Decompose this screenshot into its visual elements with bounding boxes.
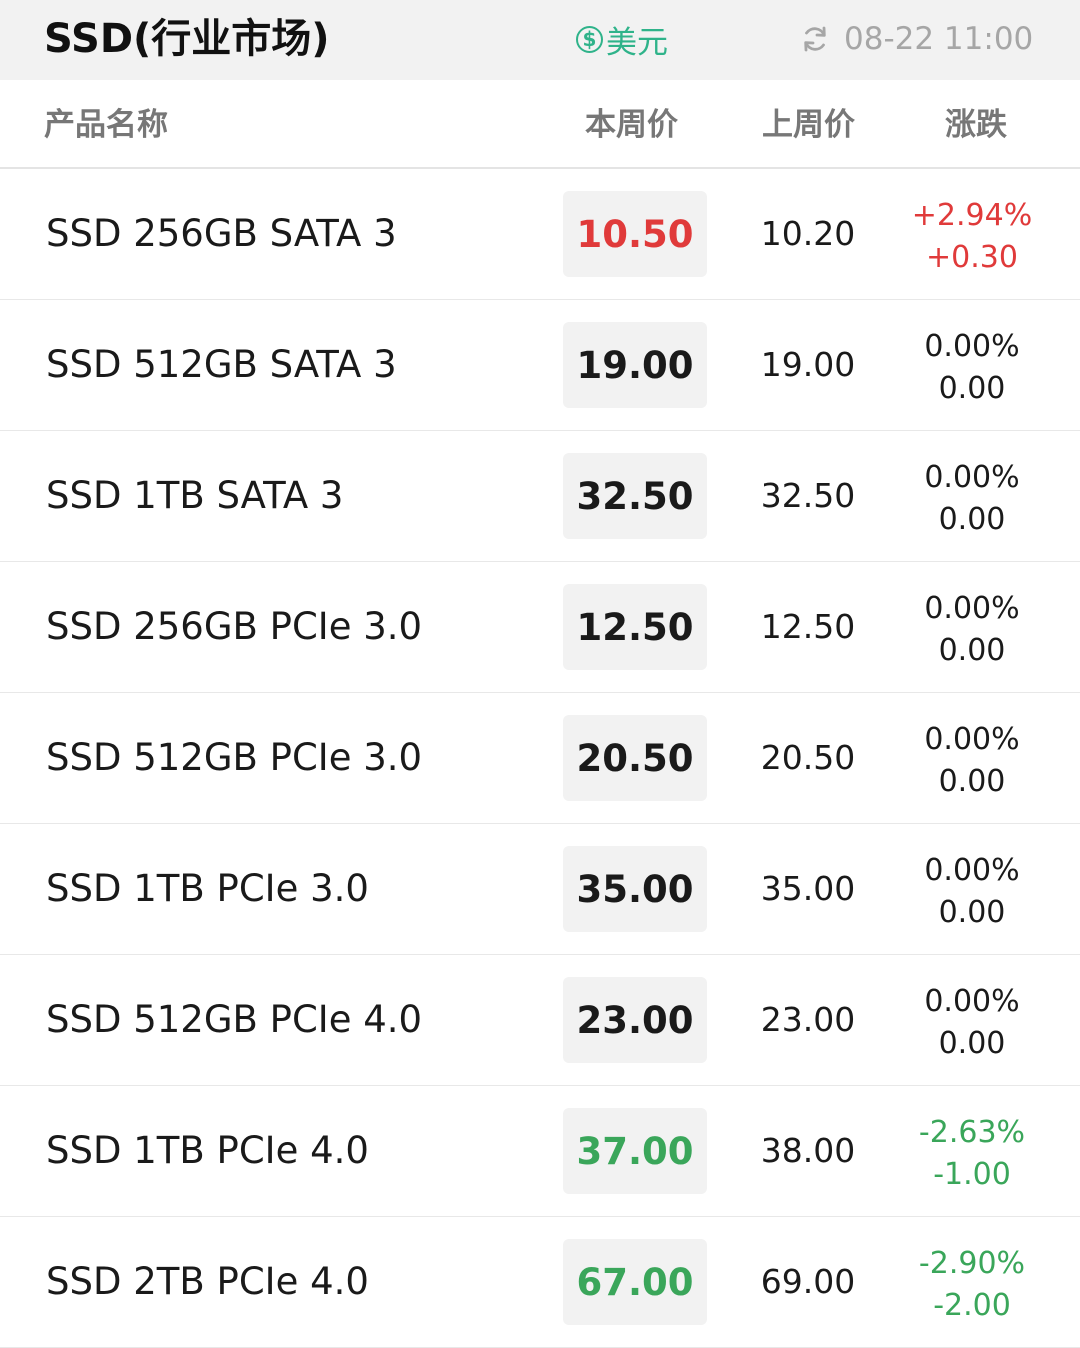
product-name: SSD 512GB PCIe 3.0 xyxy=(46,736,423,779)
refresh-button[interactable]: 08-22 11:00 xyxy=(800,18,1033,60)
top-bar: SSD(行业市场) $ 美元 08-22 11:00 xyxy=(0,0,1080,80)
update-time: 08-22 11:00 xyxy=(844,21,1034,57)
refresh-icon xyxy=(804,26,826,52)
last-price: 23.00 xyxy=(760,1000,856,1039)
product-name: SSD 2TB PCIe 4.0 xyxy=(46,1260,369,1303)
change-percent: +2.94% xyxy=(911,198,1033,233)
column-header-current[interactable]: 本周价 xyxy=(585,107,678,143)
price-change: 0.00% 0.00 xyxy=(872,981,1072,1065)
table-row[interactable]: SSD 512GB PCIe 4.0 23.00 23.00 0.00% 0.0… xyxy=(0,955,1080,1086)
product-name: SSD 256GB SATA 3 xyxy=(46,212,397,255)
price-change: +2.94% +0.30 xyxy=(872,195,1072,279)
column-header-change[interactable]: 涨跌 xyxy=(945,107,1007,143)
table-row[interactable]: SSD 2TB PCIe 4.0 67.00 69.00 -2.90% -2.0… xyxy=(0,1217,1080,1348)
change-amount: -1.00 xyxy=(933,1157,1011,1192)
change-amount: 0.00 xyxy=(938,502,1006,537)
change-amount: 0.00 xyxy=(938,371,1006,406)
last-price: 12.50 xyxy=(760,607,856,646)
page-title: SSD(行业市场) xyxy=(44,16,330,62)
current-price: 10.50 xyxy=(563,191,707,277)
price-table: SSD 256GB SATA 3 10.50 10.20 +2.94% +0.3… xyxy=(0,169,1080,1348)
change-percent: 0.00% xyxy=(924,984,1020,1019)
price-change: -2.90% -2.00 xyxy=(872,1243,1072,1327)
table-row[interactable]: SSD 1TB SATA 3 32.50 32.50 0.00% 0.00 xyxy=(0,431,1080,562)
current-price: 35.00 xyxy=(563,846,707,932)
current-price: 20.50 xyxy=(563,715,707,801)
table-row[interactable]: SSD 512GB SATA 3 19.00 19.00 0.00% 0.00 xyxy=(0,300,1080,431)
product-name: SSD 256GB PCIe 3.0 xyxy=(46,605,423,648)
price-change: 0.00% 0.00 xyxy=(872,326,1072,410)
table-row[interactable]: SSD 256GB SATA 3 10.50 10.20 +2.94% +0.3… xyxy=(0,169,1080,300)
last-price: 10.20 xyxy=(760,214,856,253)
column-header-name[interactable]: 产品名称 xyxy=(44,107,168,143)
current-price: 37.00 xyxy=(563,1108,707,1194)
current-price: 12.50 xyxy=(563,584,707,670)
product-name: SSD 512GB SATA 3 xyxy=(46,343,397,386)
product-name: SSD 512GB PCIe 4.0 xyxy=(46,998,423,1041)
current-price: 23.00 xyxy=(563,977,707,1063)
price-change: 0.00% 0.00 xyxy=(872,719,1072,803)
change-amount: 0.00 xyxy=(938,1026,1006,1061)
last-price: 19.00 xyxy=(760,345,856,384)
price-change: 0.00% 0.00 xyxy=(872,588,1072,672)
change-amount: 0.00 xyxy=(938,633,1006,668)
change-percent: 0.00% xyxy=(924,591,1020,626)
table-header: 产品名称 本周价 上周价 涨跌 xyxy=(0,80,1080,169)
table-row[interactable]: SSD 256GB PCIe 3.0 12.50 12.50 0.00% 0.0… xyxy=(0,562,1080,693)
dollar-coin-icon: $ xyxy=(576,25,603,53)
change-amount: 0.00 xyxy=(938,895,1006,930)
current-price: 67.00 xyxy=(563,1239,707,1325)
currency-toggle[interactable]: $ 美元 xyxy=(576,18,668,61)
product-name: SSD 1TB PCIe 3.0 xyxy=(46,867,369,910)
change-percent: -2.90% xyxy=(918,1246,1026,1281)
last-price: 69.00 xyxy=(760,1262,856,1301)
change-amount: 0.00 xyxy=(938,764,1006,799)
change-amount: +0.30 xyxy=(926,240,1018,275)
price-change: 0.00% 0.00 xyxy=(872,850,1072,934)
table-row[interactable]: SSD 1TB PCIe 4.0 37.00 38.00 -2.63% -1.0… xyxy=(0,1086,1080,1217)
change-percent: 0.00% xyxy=(924,460,1020,495)
current-price: 19.00 xyxy=(563,322,707,408)
last-price: 35.00 xyxy=(760,869,856,908)
last-price: 32.50 xyxy=(760,476,856,515)
current-price: 32.50 xyxy=(563,453,707,539)
product-name: SSD 1TB SATA 3 xyxy=(46,474,344,517)
change-percent: 0.00% xyxy=(924,722,1020,757)
price-change: 0.00% 0.00 xyxy=(872,457,1072,541)
last-price: 38.00 xyxy=(760,1131,856,1170)
change-percent: 0.00% xyxy=(924,853,1020,888)
last-price: 20.50 xyxy=(760,738,856,777)
change-amount: -2.00 xyxy=(933,1288,1011,1323)
product-name: SSD 1TB PCIe 4.0 xyxy=(46,1129,369,1172)
change-percent: 0.00% xyxy=(924,329,1020,364)
table-row[interactable]: SSD 512GB PCIe 3.0 20.50 20.50 0.00% 0.0… xyxy=(0,693,1080,824)
change-percent: -2.63% xyxy=(918,1115,1026,1150)
column-header-last[interactable]: 上周价 xyxy=(762,107,855,143)
currency-label: 美元 xyxy=(606,24,668,61)
table-row[interactable]: SSD 1TB PCIe 3.0 35.00 35.00 0.00% 0.00 xyxy=(0,824,1080,955)
price-change: -2.63% -1.00 xyxy=(872,1112,1072,1196)
